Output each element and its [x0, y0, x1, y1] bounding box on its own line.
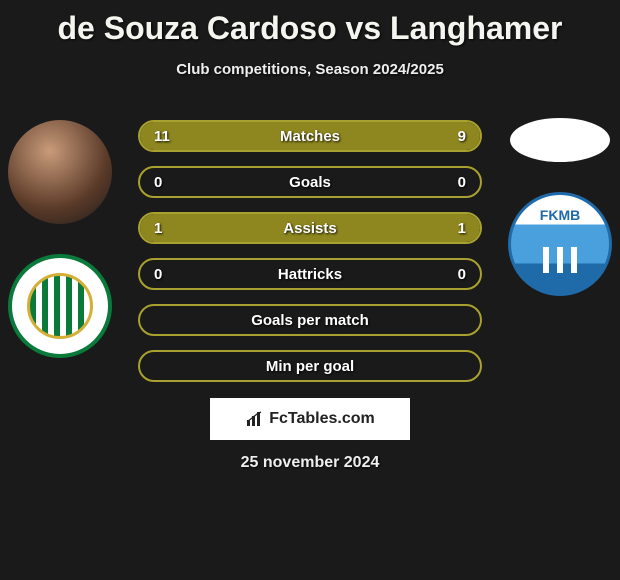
- stat-label: Assists: [283, 220, 336, 237]
- stat-value-right: 9: [458, 128, 466, 145]
- stat-row: Goals per match: [138, 304, 482, 336]
- stat-value-left: 1: [154, 220, 162, 237]
- stats-panel: 119Matches00Goals11Assists00HattricksGoa…: [138, 120, 482, 396]
- stat-label: Goals: [289, 174, 331, 191]
- stat-value-right: 1: [458, 220, 466, 237]
- stat-label: Matches: [280, 128, 340, 145]
- stat-value-right: 0: [458, 174, 466, 191]
- page-title: de Souza Cardoso vs Langhamer: [0, 0, 620, 47]
- stat-row: Min per goal: [138, 350, 482, 382]
- branding-text: FcTables.com: [269, 410, 375, 428]
- stat-row: 0 0 Goals: [138, 166, 482, 198]
- date-label: 25 november 2024: [0, 454, 620, 472]
- left-player-avatar: [8, 120, 112, 224]
- right-player-avatar: [510, 118, 610, 162]
- left-player-column: [0, 120, 120, 358]
- left-club-badge: [8, 254, 112, 358]
- stat-value-left: 11: [154, 128, 170, 145]
- right-player-column: [500, 110, 620, 296]
- branding-badge: FcTables.com: [210, 398, 410, 440]
- stat-row: 1 1 Assists: [138, 212, 482, 244]
- chart-icon: [245, 410, 263, 428]
- stat-value-left: 0: [154, 174, 162, 191]
- stat-row: 11 9 Matches: [138, 120, 482, 152]
- stat-row: 0 0 Hattricks: [138, 258, 482, 290]
- stat-label: Hattricks: [278, 266, 342, 283]
- subtitle: Club competitions, Season 2024/2025: [0, 61, 620, 78]
- stat-label: Goals per match: [251, 312, 369, 329]
- stat-value-right: 0: [458, 266, 466, 283]
- stat-value-left: 0: [154, 266, 162, 283]
- right-club-badge: [508, 192, 612, 296]
- stat-label: Min per goal: [266, 358, 354, 375]
